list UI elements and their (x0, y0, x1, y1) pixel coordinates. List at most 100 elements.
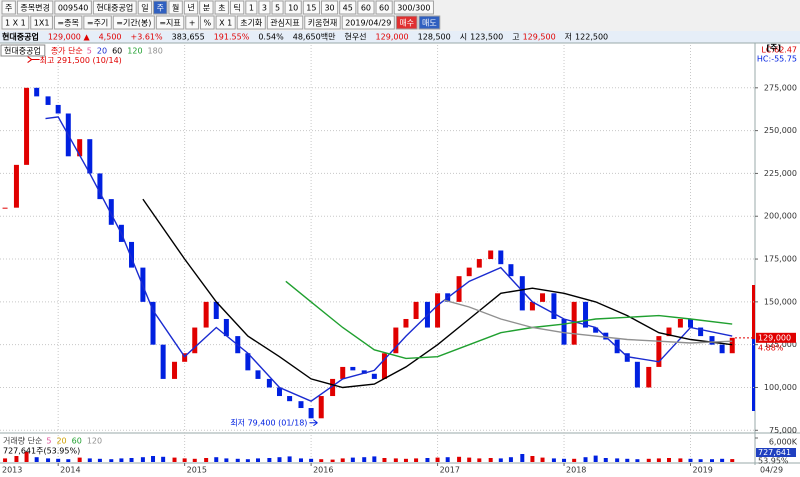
toolbar-button[interactable] (375, 0, 393, 15)
volume-bar (277, 457, 282, 462)
toolbar-button[interactable] (320, 0, 339, 15)
volume-bar (255, 458, 260, 462)
toolbar-button[interactable] (266, 15, 304, 30)
toolbar-button[interactable] (418, 15, 441, 30)
toolbar-button[interactable] (258, 0, 271, 15)
candle (318, 396, 324, 419)
toolbar-button[interactable] (183, 0, 199, 15)
range-bar-down (752, 339, 755, 411)
toolbar-button[interactable] (199, 15, 215, 30)
volume-bar (340, 458, 345, 462)
candle (403, 318, 409, 328)
toolbar-button[interactable] (155, 15, 185, 30)
volume-bar (87, 458, 92, 462)
toolbar-label: 틱 (233, 3, 240, 13)
volume-bar (625, 458, 630, 462)
toolbar-button[interactable] (92, 0, 137, 15)
volume-bar (319, 459, 324, 462)
toolbar-button[interactable] (304, 15, 341, 30)
volume-bar (457, 456, 462, 462)
volume-bar (245, 459, 250, 462)
toolbar-button[interactable] (54, 0, 92, 15)
volume-bar (467, 457, 472, 462)
toolbar-button[interactable] (83, 15, 112, 30)
volume-bar (646, 458, 651, 462)
volume-bar (593, 455, 598, 462)
toolbar-button[interactable] (185, 15, 199, 30)
volume-bar (224, 458, 229, 462)
toolbar-button[interactable] (1, 15, 30, 30)
toolbar-button[interactable] (30, 15, 53, 30)
candle (150, 301, 156, 345)
candle (160, 344, 166, 379)
x-tick-label: 2014 (60, 466, 80, 475)
candle (709, 336, 715, 345)
x-tick-label: 2016 (313, 466, 333, 475)
volume-bar (562, 458, 567, 462)
toolbar-label: 60 (379, 4, 389, 13)
info-value: 129,500 (523, 33, 556, 42)
toolbar-button[interactable] (112, 15, 155, 30)
toolbar-button[interactable] (393, 0, 434, 15)
candle (45, 96, 51, 105)
candle (77, 139, 83, 157)
candle (677, 318, 683, 328)
candle (656, 336, 662, 367)
volume-bar (350, 457, 355, 462)
volume-bar (540, 457, 545, 462)
candle (287, 396, 293, 402)
toolbar-button[interactable] (215, 15, 236, 30)
volume-last-pct: 53.95% (758, 457, 789, 466)
volume-bar (56, 458, 61, 462)
info-value: 현우선 (344, 33, 366, 42)
toolbar-button[interactable] (229, 0, 245, 15)
info-value: 현대중공업 (2, 32, 39, 42)
toolbar-button[interactable] (1, 0, 16, 15)
toolbar-label: 분 (203, 4, 210, 13)
toolbar-button[interactable] (341, 15, 395, 30)
toolbar-button[interactable] (214, 0, 229, 15)
volume-bar (129, 458, 134, 462)
candle (688, 318, 694, 328)
toolbar-button[interactable] (153, 0, 168, 15)
candle (361, 370, 367, 374)
legend-label: 종가 단순 (51, 46, 83, 56)
toolbar-button[interactable] (245, 0, 258, 15)
toolbar-button[interactable] (16, 0, 54, 15)
annotation-arrow (27, 56, 40, 63)
annotation-arrow (309, 419, 318, 427)
volume-bar (698, 459, 703, 462)
toolbar-button[interactable] (357, 0, 375, 15)
toolbar-button[interactable] (302, 0, 320, 15)
candle (24, 87, 30, 165)
volume-bar (267, 458, 272, 462)
volume-bar (119, 458, 124, 462)
toolbar-button[interactable] (199, 0, 214, 15)
volume-legend-item: 20 (56, 437, 66, 446)
candle (413, 301, 419, 319)
toolbar-label: 60 (361, 4, 371, 13)
candle (466, 267, 472, 277)
toolbar-button[interactable] (395, 15, 418, 30)
volume-bar (730, 459, 735, 462)
toolbar-button[interactable] (284, 0, 302, 15)
toolbar-button[interactable] (339, 0, 357, 15)
toolbar-label: 45 (343, 4, 353, 13)
toolbar-label: 15 (306, 4, 316, 13)
candle (371, 373, 377, 379)
toolbar-label: 키움현재 (308, 19, 337, 28)
toolbar-button[interactable] (236, 15, 266, 30)
candle (223, 318, 229, 337)
toolbar-label: 일 (141, 4, 148, 13)
toolbar-button[interactable] (137, 0, 153, 15)
candle (340, 366, 346, 379)
toolbar-button[interactable] (168, 0, 183, 15)
toolbar-label: 1 X 1 (5, 19, 26, 28)
toolbar-button[interactable] (271, 0, 284, 15)
volume-bar (34, 457, 39, 462)
candle (245, 353, 251, 371)
volume-bar (403, 458, 408, 462)
candle (540, 293, 546, 302)
info-bar-bg (0, 31, 800, 43)
toolbar-button[interactable] (53, 15, 83, 30)
